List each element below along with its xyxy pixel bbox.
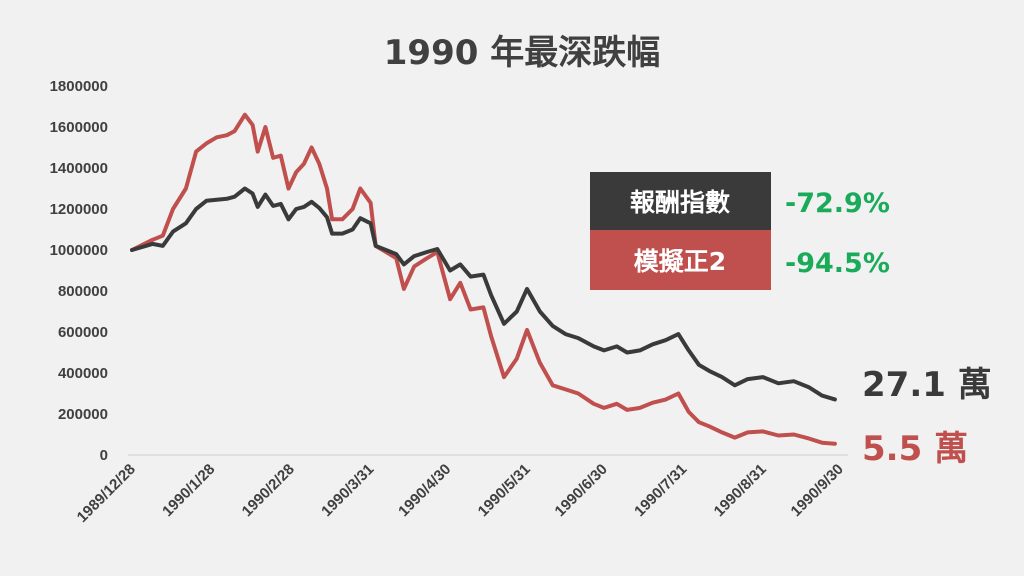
end-label-series-1: 27.1 萬 <box>862 365 992 405</box>
x-tick-label: 1990/8/31 <box>711 461 770 520</box>
x-tick-label: 1990/7/31 <box>631 461 690 520</box>
end-label-series-2: 5.5 萬 <box>862 429 968 469</box>
x-tick-label: 1990/9/30 <box>788 461 847 520</box>
y-tick-label: 400000 <box>58 365 108 382</box>
plot-area <box>130 112 837 446</box>
x-tick-label: 1990/2/28 <box>239 461 298 520</box>
y-tick-label: 1800000 <box>50 78 108 95</box>
x-tick-label: 1990/3/31 <box>318 461 377 520</box>
x-tick-label: 1990/4/30 <box>395 461 454 520</box>
y-axis: 1800000 1600000 1400000 1200000 1000000 80000… <box>50 78 108 464</box>
x-tick-label: 1989/12/28 <box>74 461 139 526</box>
x-axis: 1989/12/28 1990/1/28 1990/2/28 1990/3/31 199… <box>74 461 847 526</box>
x-tick-label: 1990/6/30 <box>552 461 611 520</box>
y-tick-label: 1600000 <box>50 119 108 136</box>
series-line-2 <box>130 112 837 446</box>
legend-return-series-1: -72.9% <box>785 188 890 219</box>
chart-title: 1990 年最深跌幅 <box>384 33 660 73</box>
y-tick-label: 800000 <box>58 283 108 300</box>
y-tick-label: 200000 <box>58 406 108 423</box>
legend-return-series-2: -94.5% <box>785 248 890 279</box>
series-line-1 <box>130 186 837 402</box>
y-tick-label: 1400000 <box>50 160 108 177</box>
x-tick-label: 1990/5/31 <box>475 461 534 520</box>
legend-swatch-series-2 <box>590 230 771 290</box>
y-tick-label: 0 <box>100 447 108 464</box>
y-tick-label: 1000000 <box>50 242 108 259</box>
y-tick-label: 1200000 <box>50 201 108 218</box>
legend-label-series-2: 模擬正2 <box>634 247 726 276</box>
legend: 報酬指數 -72.9% 模擬正2 -94.5% <box>590 172 890 290</box>
x-tick-label: 1990/1/28 <box>159 461 218 520</box>
legend-swatch-series-1 <box>590 172 771 230</box>
legend-label-series-1: 報酬指數 <box>630 188 730 217</box>
y-tick-label: 600000 <box>58 324 108 341</box>
